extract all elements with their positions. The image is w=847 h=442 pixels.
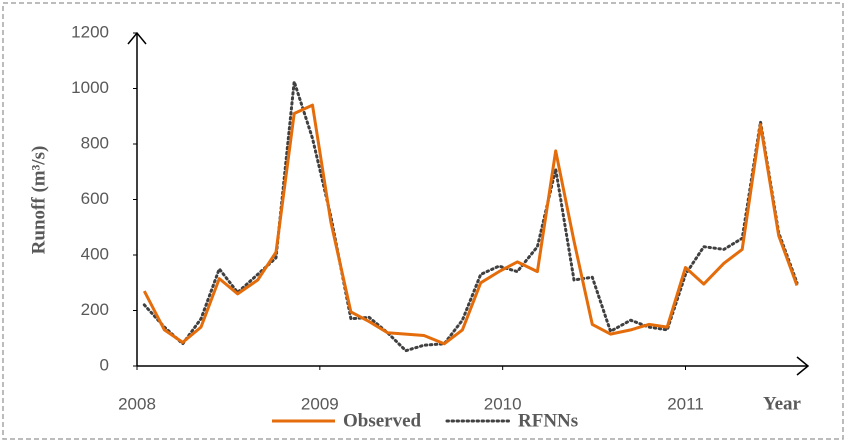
- x-axis-arrow: [796, 356, 810, 376]
- x-axis-label: Year: [763, 393, 802, 414]
- y-tick-label: 600: [81, 189, 109, 208]
- series-line: [142, 103, 799, 346]
- x-tick-label: 2011: [667, 394, 704, 413]
- y-tick-label: 1000: [71, 78, 109, 97]
- y-tick-label: 200: [81, 300, 109, 319]
- x-tick-label: 2008: [118, 394, 156, 413]
- y-tick-label: 1200: [71, 22, 109, 41]
- plot-area: [127, 31, 810, 376]
- legend-label: Observed: [343, 410, 422, 431]
- y-tick-label: 400: [81, 244, 109, 263]
- y-axis-label: Runoff (m³/s): [28, 146, 49, 255]
- x-tick-label: 2010: [484, 394, 522, 413]
- y-tick-label: 800: [81, 133, 109, 152]
- legend-label: RFNNs: [518, 410, 578, 431]
- x-tick-label: 2009: [301, 394, 339, 413]
- y-tick-label: 0: [100, 355, 109, 374]
